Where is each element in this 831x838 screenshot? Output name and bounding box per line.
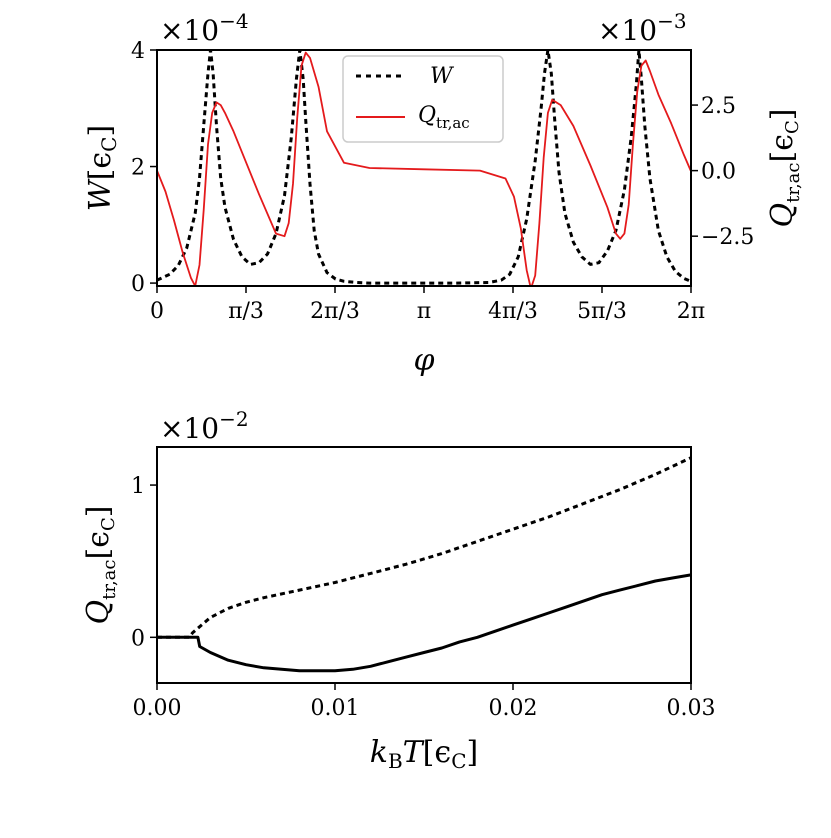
- y-tick-label: 1: [131, 474, 145, 499]
- x-tick-label: 0.01: [311, 696, 360, 721]
- top-right-y-ticks: 2.5 0.0 −2.5: [691, 94, 754, 250]
- top-left-y-axis-label: W[ϵC]: [83, 125, 121, 211]
- series-line-q-tr-ac: [157, 51, 691, 286]
- right-y-tick-label: −2.5: [701, 225, 754, 250]
- bottom-y-ticks: 01: [131, 474, 157, 651]
- top-x-axis-label: φ: [413, 343, 434, 378]
- top-right-multiplier: ×10−3: [598, 9, 687, 47]
- top-legend: W Qtr,ac: [342, 55, 504, 143]
- legend-w-label: W: [430, 64, 455, 89]
- x-tick-label: 5π/3: [577, 299, 627, 324]
- top-panel: 0 π/3 2π/3 π 4π/3 5π/3 2π 0 2 4 2.5 0.0 −2.5 ×10−4…: [83, 9, 804, 378]
- legend-box: [342, 55, 504, 143]
- top-right-y-axis-label: Qtr,ac[ϵC]: [765, 108, 804, 227]
- x-tick-label: 2π/3: [310, 299, 360, 324]
- top-x-ticks: 0 π/3 2π/3 π 4π/3 5π/3 2π: [150, 286, 705, 324]
- left-y-tick-label: 4: [131, 39, 145, 64]
- bottom-series-group: [157, 456, 691, 673]
- x-tick-label: 0: [150, 299, 164, 324]
- series-line-solid: [157, 573, 691, 673]
- left-y-tick-label: 0: [131, 272, 145, 297]
- series-line-dashed: [157, 456, 691, 639]
- top-series-group: [157, 50, 691, 286]
- series-line-w: [157, 50, 691, 285]
- bottom-panel: 0.00 0.01 0.02 0.03 01 ×10−2 kBT[ϵC] Qtr,ac…: [81, 407, 715, 773]
- x-tick-label: 4π/3: [488, 299, 538, 324]
- top-left-y-ticks: 0 2 4: [131, 39, 157, 297]
- x-tick-label: 0.02: [489, 696, 538, 721]
- right-y-tick-label: 0.0: [701, 160, 736, 185]
- x-tick-label: π: [417, 299, 431, 324]
- x-tick-label: π/3: [228, 299, 264, 324]
- top-left-multiplier: ×10−4: [160, 9, 249, 47]
- right-y-tick-label: 2.5: [701, 94, 736, 119]
- bottom-x-axis-label: kBT[ϵC]: [370, 735, 478, 773]
- legend-q-label: Qtr,ac: [418, 103, 470, 132]
- x-tick-label: 0.03: [667, 696, 716, 721]
- bottom-x-ticks: 0.00 0.01 0.02 0.03: [133, 683, 716, 721]
- bottom-plot-frame: [156, 446, 692, 684]
- bottom-multiplier: ×10−2: [160, 407, 249, 445]
- y-tick-label: 0: [131, 626, 145, 651]
- x-tick-label: 2π: [677, 299, 705, 324]
- left-y-tick-label: 2: [131, 156, 145, 181]
- x-tick-label: 0.00: [133, 696, 182, 721]
- bottom-y-axis-label: Qtr,ac[ϵC]: [81, 505, 120, 624]
